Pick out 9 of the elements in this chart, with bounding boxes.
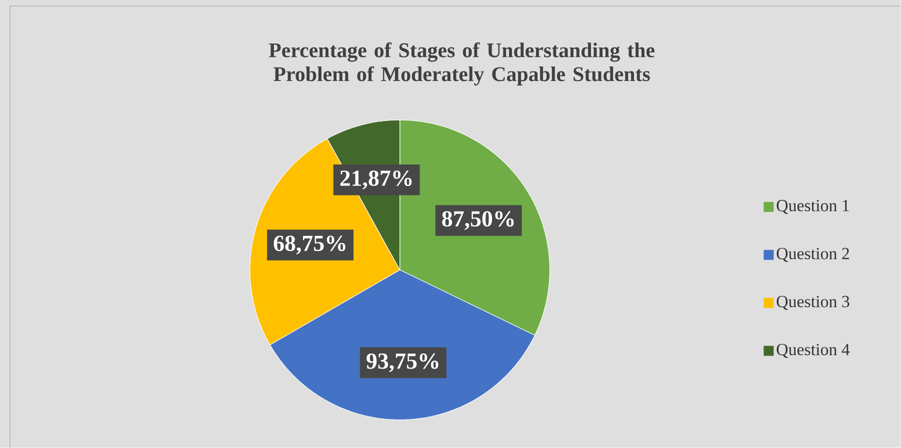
legend-label: Question 4	[776, 344, 850, 358]
chart-title: Percentage of Stages of Understanding the Problem of Moderately Capable Students	[268, 42, 654, 86]
data-label: 87,50%	[442, 211, 514, 230]
legend-label: Question 1	[776, 200, 849, 214]
legend-label: Question 2	[776, 248, 849, 262]
legend-label: Question 3	[776, 296, 850, 310]
data-label: 21,87%	[340, 170, 412, 190]
data-label: 68,75%	[274, 236, 346, 254]
data-label: 93,75%	[366, 353, 438, 372]
